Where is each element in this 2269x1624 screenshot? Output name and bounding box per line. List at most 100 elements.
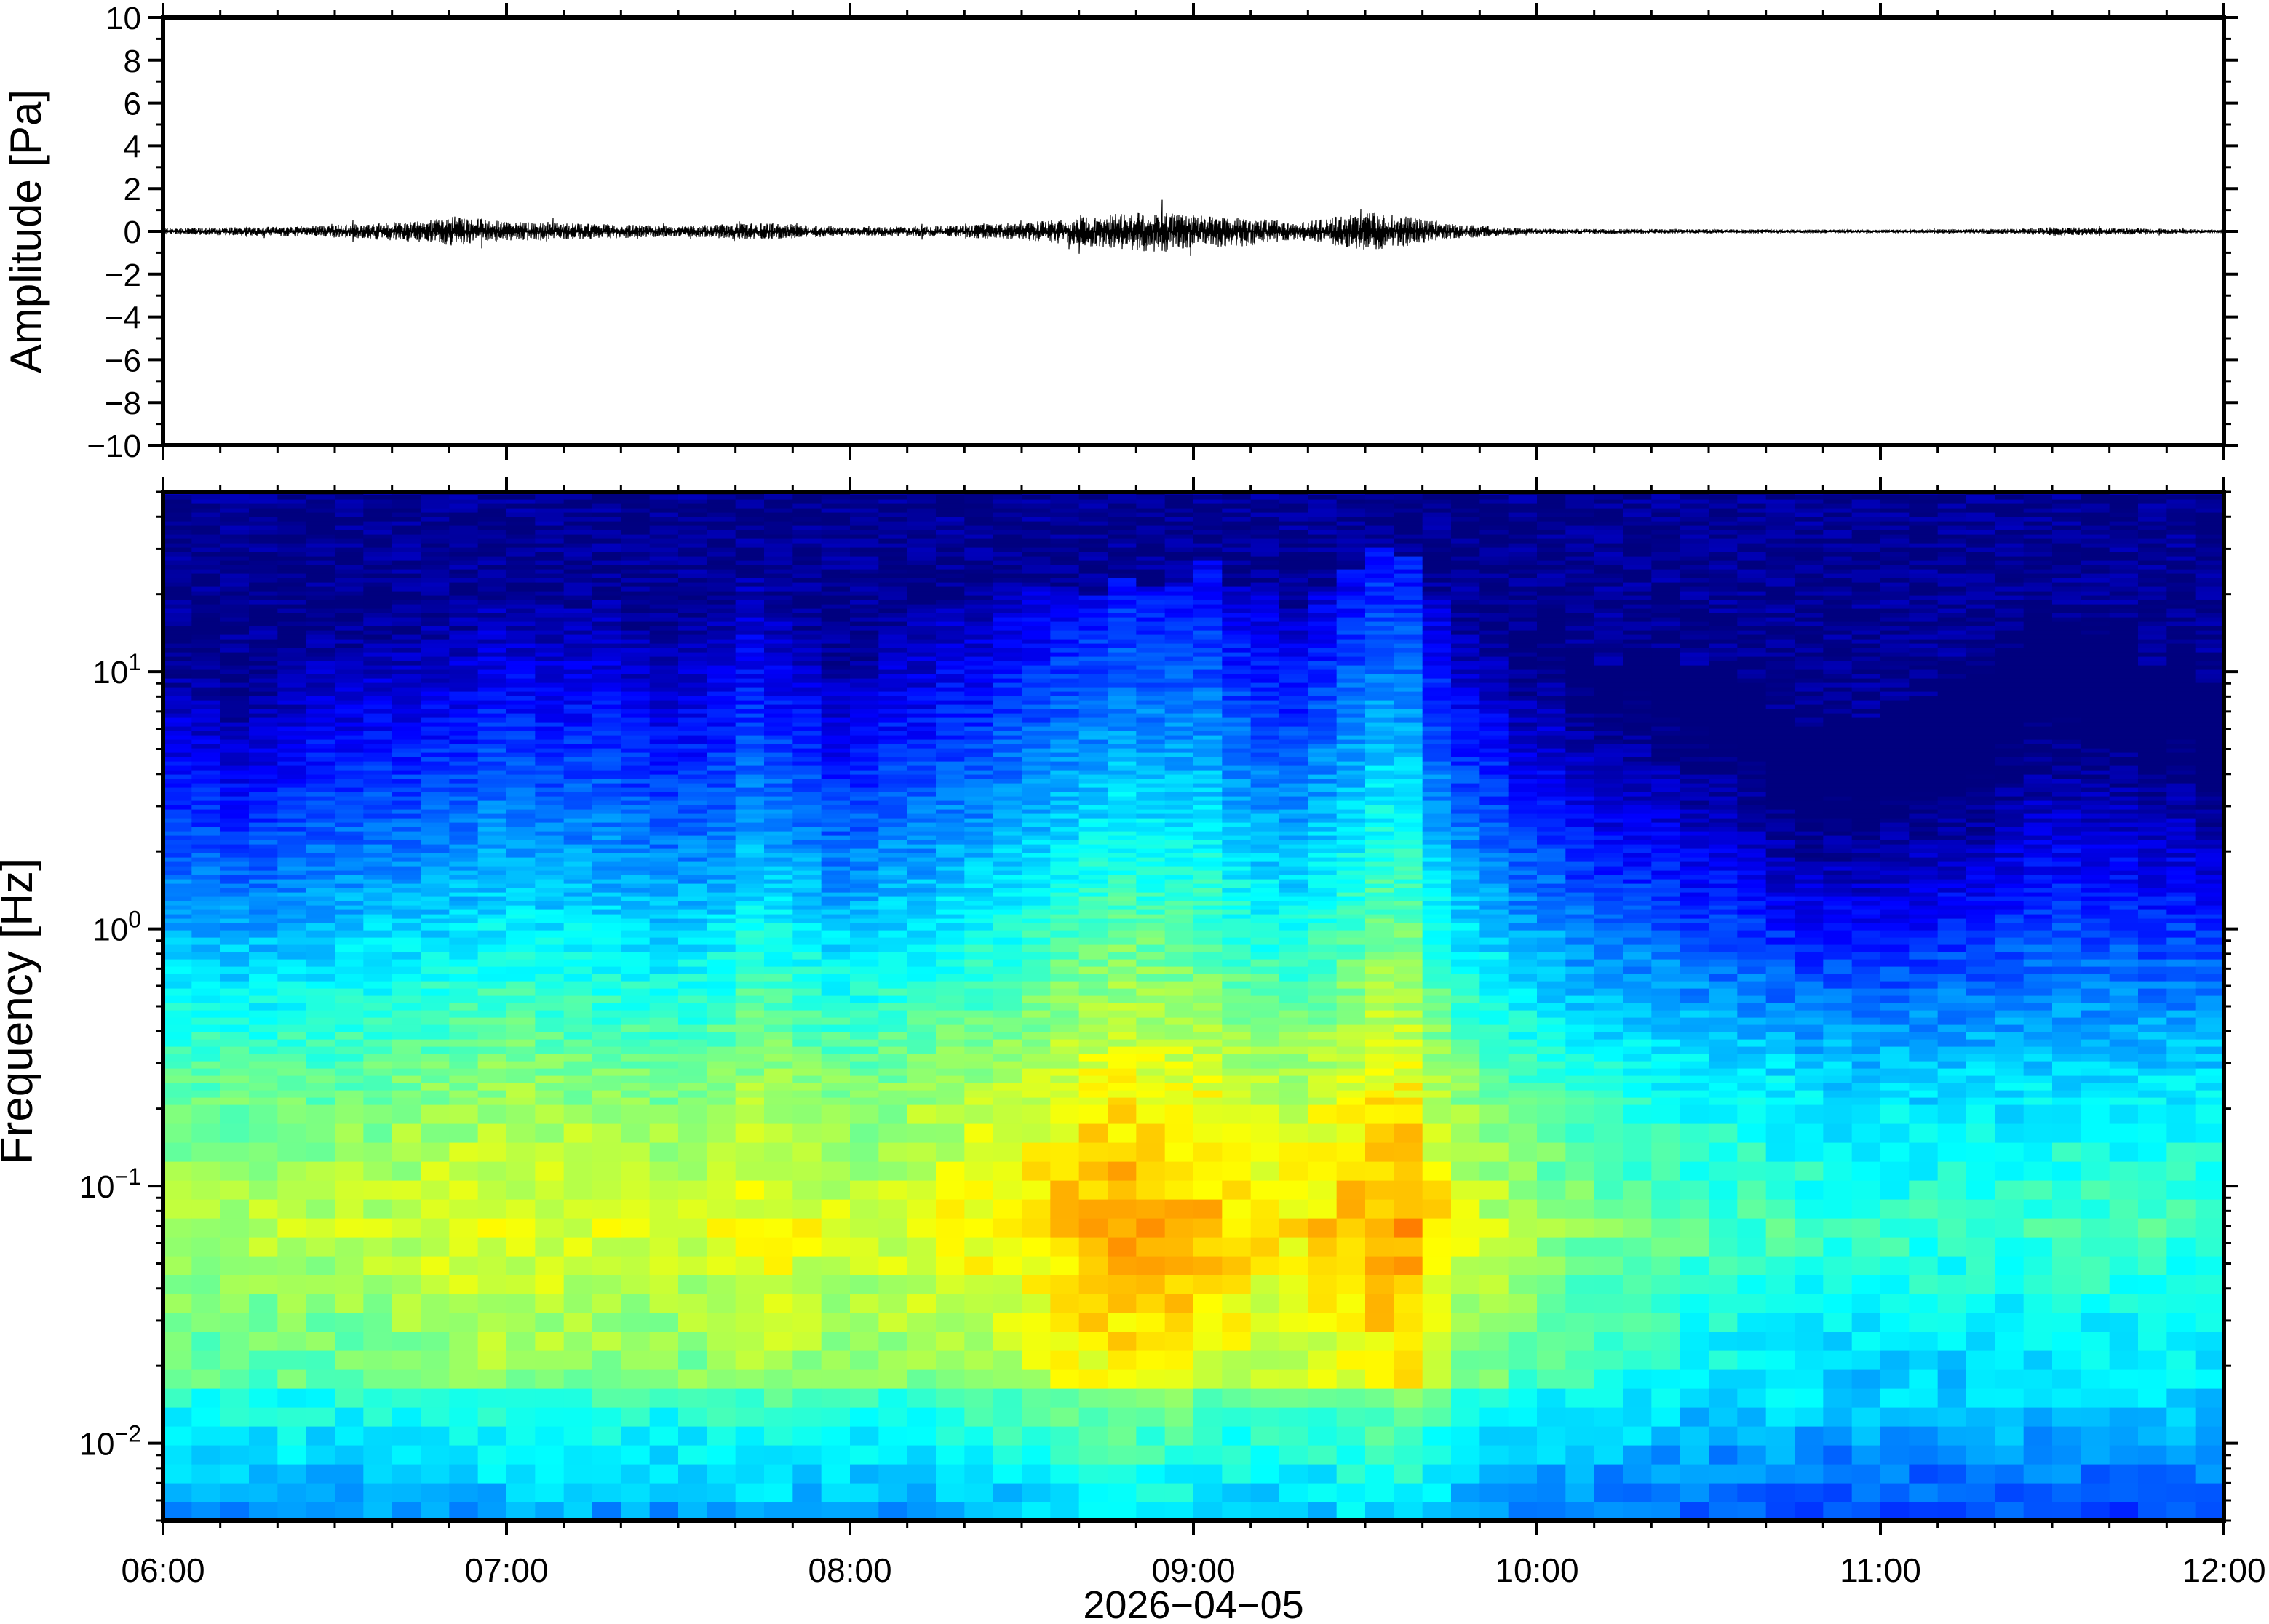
spectrogram-cell bbox=[707, 883, 736, 888]
spectrogram-cell bbox=[306, 1180, 335, 1200]
spectrogram-cell bbox=[1022, 888, 1051, 893]
spectrogram-cell bbox=[535, 512, 565, 517]
spectrogram-cell bbox=[936, 560, 965, 565]
spectrogram-cell bbox=[592, 643, 621, 648]
spectrogram-cell bbox=[449, 1502, 479, 1521]
spectrogram-cell bbox=[249, 600, 278, 605]
spectrogram-cell bbox=[563, 844, 593, 849]
spectrogram-cell bbox=[449, 783, 479, 788]
spectrogram-cell bbox=[449, 534, 479, 539]
spectrogram-cell bbox=[907, 530, 937, 535]
spectrogram-cell bbox=[1050, 1104, 1080, 1124]
spectrogram-cell bbox=[477, 1483, 507, 1502]
spectrogram-cell bbox=[1022, 1068, 1051, 1076]
spectrogram-cell bbox=[621, 617, 651, 622]
spectrogram-cell bbox=[678, 1090, 707, 1098]
spectrogram-cell bbox=[907, 661, 937, 666]
spectrogram-cell bbox=[850, 538, 879, 544]
spectrogram-cell bbox=[850, 713, 879, 718]
spectrogram-cell bbox=[191, 704, 221, 709]
spectrogram-cell bbox=[993, 543, 1022, 548]
spectrogram-cell bbox=[621, 1017, 651, 1025]
spectrogram-cell bbox=[421, 608, 450, 613]
spectrogram-cell bbox=[191, 512, 221, 517]
spectrogram-cell bbox=[1078, 573, 1108, 578]
spectrogram-cell bbox=[363, 613, 393, 618]
spectrogram-cell bbox=[936, 905, 965, 910]
spectrogram-cell bbox=[335, 879, 364, 884]
spectrogram-cell bbox=[678, 1097, 707, 1105]
spectrogram-cell bbox=[964, 700, 994, 705]
spectrogram-cell bbox=[277, 591, 307, 596]
spectrogram-cell bbox=[592, 909, 621, 915]
spectrogram-cell bbox=[907, 1426, 937, 1446]
spectrogram-cell bbox=[335, 1161, 364, 1181]
spectrogram-cell bbox=[335, 748, 364, 753]
spectrogram-cell bbox=[163, 538, 192, 544]
spectrogram-cell bbox=[735, 974, 765, 982]
spectrogram-cell bbox=[907, 818, 937, 823]
spectrogram-cell bbox=[1050, 661, 1080, 666]
spectrogram-cell bbox=[392, 1046, 421, 1054]
spectrogram-cell bbox=[678, 981, 707, 989]
spectrogram-cell bbox=[1022, 665, 1051, 670]
spectrogram-cell bbox=[621, 923, 651, 931]
spectrogram-cell bbox=[449, 643, 479, 648]
spectrogram-cell bbox=[220, 901, 250, 906]
spectrogram-cell bbox=[592, 866, 621, 871]
spectrogram-cell bbox=[878, 569, 908, 574]
spectrogram-cell bbox=[850, 595, 879, 600]
spectrogram-cell bbox=[964, 556, 994, 561]
spectrogram-cell bbox=[363, 669, 393, 674]
spectrogram-cell bbox=[249, 1388, 278, 1408]
spectrogram-cell bbox=[592, 1097, 621, 1105]
spectrogram-cell bbox=[792, 914, 822, 919]
spectrogram-cell bbox=[821, 805, 851, 810]
spectrogram-cell bbox=[277, 586, 307, 592]
spectrogram-cell bbox=[764, 521, 793, 526]
spectrogram-cell bbox=[936, 1256, 965, 1275]
spectrogram-cell bbox=[1050, 1483, 1080, 1502]
spectrogram-cell bbox=[535, 1426, 565, 1446]
spectrogram-cell bbox=[277, 534, 307, 539]
spectrogram-cell bbox=[563, 875, 593, 880]
spectrogram-cell bbox=[936, 661, 965, 666]
spectrogram-cell bbox=[477, 565, 507, 570]
spectrogram-cell bbox=[392, 831, 421, 836]
spectrogram-cell bbox=[163, 909, 192, 915]
spectrogram-cell bbox=[335, 1313, 364, 1332]
spectrogram-cell bbox=[678, 1256, 707, 1275]
spectrogram-cell bbox=[1050, 503, 1080, 509]
spectrogram-cell bbox=[764, 783, 793, 788]
spectrogram-cell bbox=[592, 1104, 621, 1124]
spectrogram-cell bbox=[621, 691, 651, 696]
spectrogram-cell bbox=[621, 883, 651, 888]
spectrogram-cell bbox=[506, 914, 536, 919]
spectrogram-cell bbox=[907, 1032, 937, 1040]
spectrogram-cell bbox=[277, 1502, 307, 1521]
spectrogram-cell bbox=[163, 1123, 192, 1143]
spectrogram-cell bbox=[277, 739, 307, 744]
spectrogram-cell bbox=[678, 1161, 707, 1181]
spectrogram-cell bbox=[392, 805, 421, 810]
spectrogram-cell bbox=[306, 634, 335, 640]
spectrogram-cell bbox=[735, 835, 765, 840]
spectrogram-cell bbox=[392, 726, 421, 731]
spectrogram-cell bbox=[277, 626, 307, 631]
spectrogram-cell bbox=[649, 639, 679, 644]
spectrogram-cell bbox=[1022, 1218, 1051, 1238]
spectrogram-cell bbox=[735, 1502, 765, 1521]
spectrogram-cell bbox=[1078, 966, 1108, 974]
spectrogram-cell bbox=[792, 883, 822, 888]
spectrogram-cell bbox=[1078, 591, 1108, 596]
spectrogram-cell bbox=[449, 517, 479, 522]
spectrogram-cell bbox=[163, 1104, 192, 1124]
spectrogram-cell bbox=[220, 530, 250, 535]
spectrogram-cell bbox=[449, 848, 479, 853]
spectrogram-cell bbox=[678, 669, 707, 674]
spectrogram-cell bbox=[964, 538, 994, 544]
spectrogram-cell bbox=[1078, 565, 1108, 570]
spectrogram-cell bbox=[335, 937, 364, 945]
spectrogram-cell bbox=[735, 643, 765, 648]
spectrogram-cell bbox=[477, 835, 507, 840]
